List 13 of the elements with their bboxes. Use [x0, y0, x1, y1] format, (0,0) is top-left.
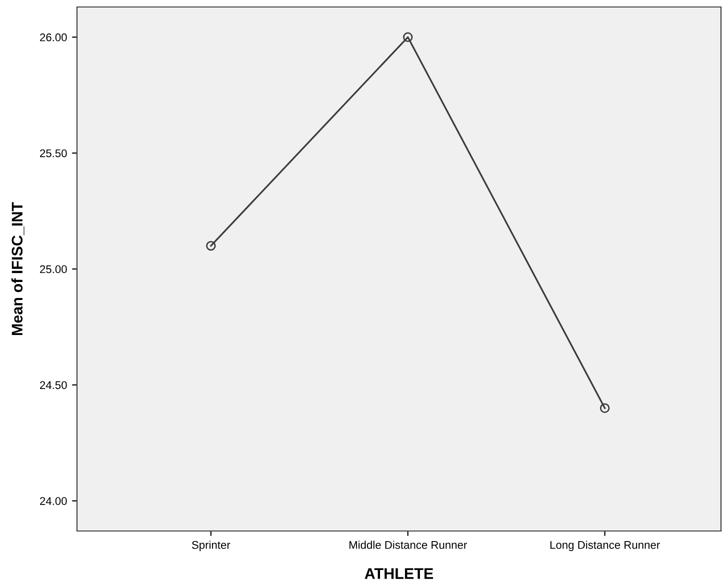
- x-axis-title: ATHLETE: [364, 568, 434, 579]
- point: [403, 32, 413, 42]
- x-tick-label: Sprinter: [192, 540, 230, 552]
- y-tick-label: 26.00: [40, 33, 67, 42]
- y-axis-title: Mean of IFISC_INT: [11, 202, 24, 336]
- y-tick-label: 25.50: [40, 149, 67, 158]
- y-tick-label: 24.50: [40, 381, 67, 390]
- x-tick-label: Middle Distance Runner: [349, 540, 467, 549]
- x-tick-label: Long Distance Runner: [550, 540, 660, 552]
- point: [600, 403, 610, 413]
- point: [206, 240, 216, 251]
- y-tick-label: 25.00: [40, 265, 67, 274]
- y-tick-label: 24.00: [40, 497, 67, 505]
